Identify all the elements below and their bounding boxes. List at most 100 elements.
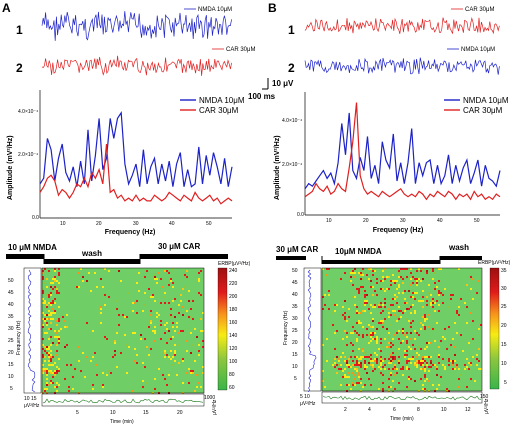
spectrogram-b-left-ticks: 5 10	[300, 394, 310, 400]
spectrogram-cell	[380, 320, 382, 322]
condition-bar-wash-b	[440, 256, 482, 260]
spectrogram-cell	[370, 360, 372, 362]
spectrogram-cell	[400, 342, 402, 344]
spectrogram-cell	[344, 312, 346, 314]
spectrogram-cell	[414, 348, 416, 350]
spectrogram-cell	[456, 366, 458, 368]
spectrogram-cell	[452, 368, 454, 370]
spectrogram-cell	[478, 328, 480, 330]
spectrogram-cell	[390, 342, 392, 344]
spectrogram-cell	[410, 362, 412, 364]
spectrogram-cell	[54, 370, 56, 372]
spectrogram-cell	[198, 292, 200, 294]
spectrogram-cell	[164, 324, 166, 326]
spectrogram-cell	[470, 378, 472, 380]
spectrogram-cell	[448, 358, 450, 360]
spectrogram-cell	[324, 378, 326, 380]
spectrogram-cell	[384, 290, 386, 292]
spectrogram-cell	[380, 322, 382, 324]
spectrogram-cell	[358, 272, 360, 274]
spectrogram-cell	[408, 308, 410, 310]
spectrogram-cell	[346, 384, 348, 386]
spectrogram-cell	[380, 358, 382, 360]
spectrogram-cell	[190, 352, 192, 354]
spectrogram-cell	[398, 286, 400, 288]
spectrogram-cell	[54, 278, 56, 280]
spectrogram-cell	[86, 280, 88, 282]
spectrogram-cell	[366, 356, 368, 358]
spectrogram-cell	[50, 364, 52, 366]
spectrogram-cell	[444, 368, 446, 370]
spectrogram-cell	[428, 342, 430, 344]
spectrogram-cell	[58, 370, 60, 372]
spectrogram-b-cells	[322, 268, 482, 392]
spectrogram-cell	[54, 374, 56, 376]
spectrogram-cell	[58, 274, 60, 276]
spectrogram-cell	[422, 316, 424, 318]
spectrogram-a-bottom-panel	[41, 393, 205, 407]
spectrogram-cell	[368, 308, 370, 310]
spectrogram-cell	[356, 332, 358, 334]
spectrogram-cell	[358, 358, 360, 360]
spectrogram-cell	[362, 326, 364, 328]
spectrogram-cell	[406, 318, 408, 320]
spectrogram-cell	[164, 270, 166, 272]
spectrogram-cell	[424, 376, 426, 378]
spectrogram-cell	[202, 372, 204, 374]
spectrogram-cell	[364, 384, 366, 386]
spectrogram-cell	[152, 296, 154, 298]
spectrogram-cell	[362, 348, 364, 350]
spectrogram-cell	[374, 338, 376, 340]
spectrogram-cell	[354, 374, 356, 376]
spectrogram-cell	[120, 280, 122, 282]
spectrogram-cell	[162, 286, 164, 288]
spectrogram-cell	[54, 302, 56, 304]
spectrogram-cell	[414, 364, 416, 366]
spectrogram-cell	[426, 300, 428, 302]
spectrogram-cell	[118, 270, 120, 272]
spectrogram-cell	[352, 364, 354, 366]
spectrogram-cell	[402, 330, 404, 332]
spectrogram-cell	[370, 356, 372, 358]
eeg-trace-b2	[304, 57, 500, 75]
spectrogram-cell	[334, 362, 336, 364]
spectrogram-cell	[94, 352, 96, 354]
spectrogram-cell	[86, 356, 88, 358]
spectrogram-cell	[46, 346, 48, 348]
colorbar-b-tick: 5	[504, 380, 507, 386]
spectrogram-cell	[148, 326, 150, 328]
spectrogram-cell	[358, 290, 360, 292]
spectrogram-cell	[352, 372, 354, 374]
spectrogram-cell	[398, 362, 400, 364]
spectrogram-cell	[466, 306, 468, 308]
spectrum-b-series-car	[304, 102, 501, 201]
spectrogram-cell	[124, 316, 126, 318]
spectrogram-cell	[434, 364, 436, 366]
spectrogram-cell	[438, 310, 440, 312]
spectrogram-cell	[418, 268, 420, 270]
spectrogram-cell	[76, 286, 78, 288]
spectrogram-cell	[430, 360, 432, 362]
spectrogram-cell	[392, 358, 394, 360]
spectrogram-cell	[440, 292, 442, 294]
spectrogram-cell	[398, 382, 400, 384]
spectrogram-cell	[44, 268, 46, 270]
spectrogram-cell	[392, 360, 394, 362]
spectrogram-cell	[58, 272, 60, 274]
spectrogram-cell	[328, 268, 330, 270]
spectrogram-cell	[186, 340, 188, 342]
spectrum-b-series-nmda	[304, 112, 501, 190]
spectrogram-cell	[432, 302, 434, 304]
colorbar-a	[217, 267, 228, 391]
spectrogram-cell	[424, 316, 426, 318]
spectrogram-cell	[42, 338, 44, 340]
spectrogram-cell	[338, 360, 340, 362]
spectrogram-cell	[426, 362, 428, 364]
spectrogram-cell	[194, 390, 196, 392]
spectrogram-cell	[344, 318, 346, 320]
spectrogram-cell	[58, 340, 60, 342]
spectrogram-cell	[50, 328, 52, 330]
spectrogram-cell	[46, 374, 48, 376]
spectrogram-cell	[44, 388, 46, 390]
spectrogram-cell	[358, 374, 360, 376]
